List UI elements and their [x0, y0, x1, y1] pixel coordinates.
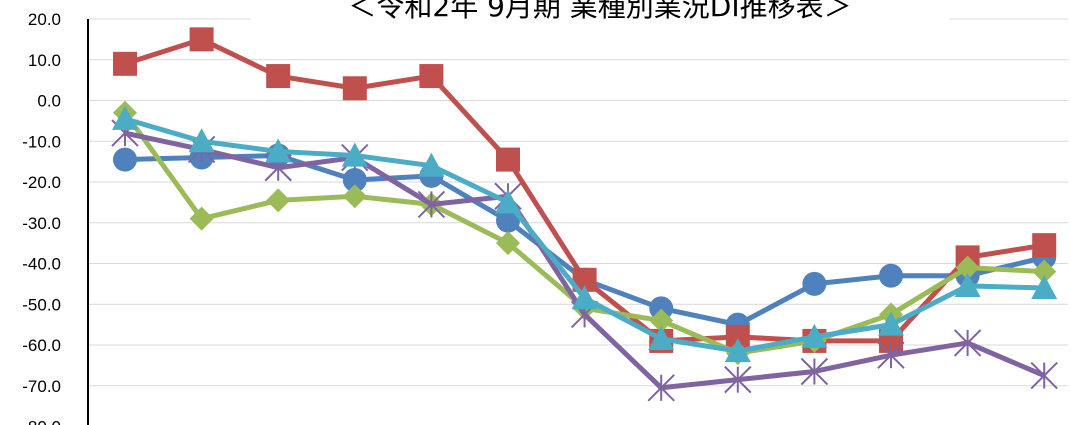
chart-title-group: ＜令和2年 9月期 業種別業況DI推移表＞	[250, 0, 950, 23]
data-point	[953, 329, 982, 357]
data-point	[265, 138, 292, 163]
data-point	[266, 64, 291, 89]
data-point	[342, 76, 367, 101]
data-point	[417, 190, 446, 219]
data-point	[418, 152, 445, 177]
data-point	[419, 64, 444, 89]
series-4	[111, 119, 1058, 402]
data-point	[649, 296, 674, 321]
chart-title: ＜令和2年 9月期 業種別業況DI推移表＞	[348, 0, 851, 23]
data-point	[495, 189, 521, 214]
data-point	[496, 147, 520, 172]
data-point	[496, 231, 520, 256]
y-tick-label: -70.0	[22, 377, 61, 396]
data-point	[801, 323, 828, 348]
gridlines	[88, 18, 1068, 387]
data-point	[800, 357, 829, 386]
y-tick-label: -40.0	[22, 255, 61, 274]
y-tick-label: -10.0	[22, 132, 61, 151]
y-tick-label: -50.0	[22, 295, 61, 314]
data-point	[112, 105, 138, 130]
data-point	[496, 208, 520, 233]
data-point	[1031, 274, 1058, 299]
data-point	[189, 27, 214, 52]
y-tick-label: -20.0	[22, 173, 61, 192]
data-point	[955, 255, 980, 280]
data-point	[188, 128, 215, 153]
data-point	[113, 51, 137, 76]
data-point	[266, 188, 291, 213]
series-line	[124, 130, 1046, 391]
series-group	[111, 27, 1058, 402]
data-point	[802, 271, 827, 296]
data-point	[954, 272, 981, 297]
data-point	[1032, 233, 1057, 258]
series-5	[112, 105, 1058, 363]
data-point	[724, 365, 752, 394]
y-tick-label: -30.0	[22, 214, 61, 233]
data-point	[342, 167, 367, 192]
y-tick-label: -80.0	[22, 418, 61, 425]
y-axis: 20.0 10.0 0.0 -10.0 -20.0 -30.0 -40.0 -50.0 -60.…	[22, 10, 89, 425]
data-point	[648, 325, 675, 350]
title-background	[250, 0, 950, 22]
data-point	[1030, 361, 1058, 390]
data-point	[1032, 259, 1057, 284]
y-tick-label: 20.0	[28, 10, 61, 29]
data-point	[571, 285, 598, 310]
y-tick-label: -60.0	[22, 336, 61, 355]
data-point	[342, 184, 367, 209]
data-point	[649, 308, 674, 333]
y-tick-label: 0.0	[37, 92, 61, 111]
data-point	[878, 311, 904, 336]
y-tick-label: 10.0	[28, 51, 61, 70]
data-point	[879, 263, 903, 288]
data-point	[189, 206, 214, 231]
data-point	[877, 341, 905, 369]
data-point	[341, 142, 368, 167]
series-2	[113, 27, 1057, 353]
data-point	[647, 374, 675, 402]
data-point	[724, 338, 751, 363]
data-point	[113, 147, 137, 172]
